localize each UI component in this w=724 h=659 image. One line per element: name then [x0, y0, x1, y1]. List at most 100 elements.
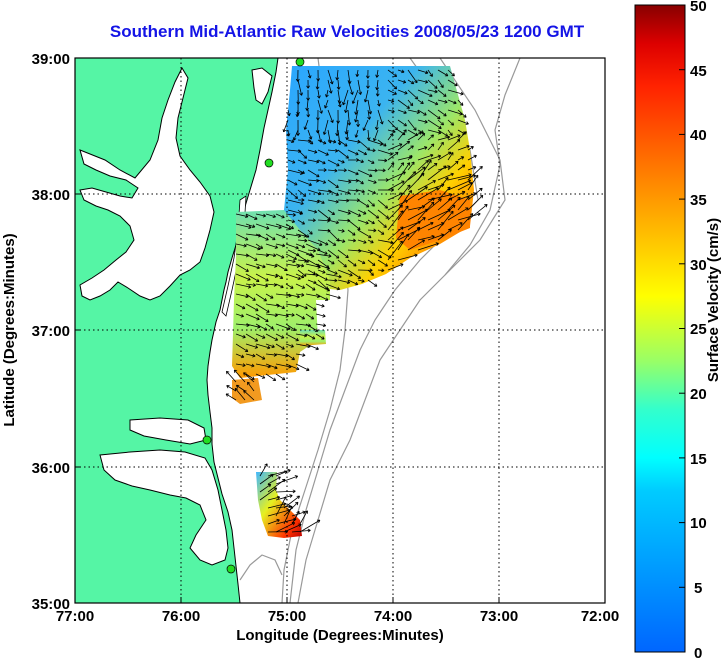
velocity-arrow: [322, 119, 329, 135]
velocity-arrow: [285, 343, 294, 348]
colorbar-tick-label: 30: [690, 257, 707, 274]
velocity-arrow: [397, 233, 410, 251]
velocity-arrow: [437, 210, 454, 231]
velocity-arrow: [327, 219, 340, 225]
velocity-arrow: [306, 79, 310, 89]
velocity-arrow: [427, 134, 434, 141]
velocity-arrow: [337, 129, 342, 146]
velocity-arrow: [337, 269, 353, 277]
velocity-arrow: [417, 89, 433, 98]
velocity-arrow: [467, 146, 474, 151]
colorbar-tick-label: 25: [690, 321, 707, 338]
velocity-arrow: [267, 502, 287, 509]
velocity-arrow: [315, 313, 326, 318]
velocity-arrow: [357, 169, 373, 178]
velocity-arrow: [397, 99, 410, 109]
velocity-arrow: [287, 189, 299, 199]
velocity-arrow: [292, 129, 299, 141]
velocity-arrow: [457, 182, 473, 191]
velocity-arrow: [347, 209, 362, 217]
colorbar-tick-label: 10: [690, 515, 707, 532]
velocity-arrow: [325, 283, 341, 291]
velocity-arrow: [447, 207, 469, 221]
velocity-arrow: [457, 99, 464, 106]
velocity-arrow: [287, 159, 296, 164]
velocity-arrow: [265, 253, 277, 258]
velocity-arrow: [275, 273, 284, 279]
velocity-arrow: [417, 79, 429, 84]
velocity-arrow: [275, 253, 285, 259]
velocity-arrow: [437, 204, 456, 221]
velocity-arrow: [245, 303, 259, 312]
velocity-arrow: [337, 179, 352, 184]
velocity-arrow: [427, 89, 438, 94]
grid-lines: [75, 58, 605, 603]
velocity-arrow: [315, 323, 327, 328]
velocity-arrow: [427, 165, 447, 181]
velocity-arrow: [457, 131, 467, 141]
velocity-arrow: [457, 109, 467, 118]
velocity-arrow: [295, 293, 305, 297]
velocity-arrow: [327, 209, 336, 216]
velocity-arrow: [305, 263, 321, 269]
station-marker: [202, 435, 212, 445]
velocity-arrow: [327, 179, 339, 188]
velocity-arrow: [287, 109, 291, 117]
velocity-arrow: [357, 149, 368, 156]
velocity-arrow: [407, 217, 426, 231]
velocity-arrow: [327, 239, 337, 246]
velocity-arrow: [315, 273, 328, 281]
velocity-arrow: [305, 343, 319, 351]
velocity-arrow: [377, 139, 387, 147]
velocity-arrow: [267, 476, 281, 485]
velocity-arrow: [265, 293, 274, 299]
velocity-arrow: [417, 201, 435, 221]
velocity-arrow: [245, 313, 260, 321]
velocity-arrow: [317, 139, 327, 145]
colorbar-tick-label: 0: [694, 645, 702, 659]
velocity-arrow: [377, 109, 384, 125]
velocity-arrow: [275, 343, 285, 350]
velocity-arrow: [275, 213, 285, 219]
velocity-arrow: [275, 496, 287, 517]
velocity-arrow: [285, 253, 297, 261]
velocity-arrow: [235, 273, 251, 281]
velocity-arrow: [437, 79, 444, 88]
velocity-arrow: [357, 79, 363, 95]
velocity-arrow: [307, 239, 323, 247]
velocity-arrow: [367, 279, 378, 287]
velocity-arrow: [295, 233, 307, 238]
velocity-arrow: [357, 189, 365, 194]
velocity-arrow: [307, 218, 316, 223]
velocity-arrow: [235, 333, 246, 339]
velocity-arrow: [327, 159, 340, 167]
velocity-arrow: [447, 119, 455, 126]
velocity-arrow: [235, 283, 252, 289]
velocity-arrow: [417, 187, 439, 201]
velocity-arrow: [285, 273, 301, 281]
velocity-field-east-strip: [396, 190, 470, 250]
velocity-arrow: [437, 99, 448, 104]
velocity-arrow: [305, 303, 317, 311]
velocity-arrow: [287, 179, 298, 186]
velocity-arrow: [317, 149, 329, 156]
velocity-arrow: [387, 180, 405, 191]
velocity-arrow: [295, 333, 308, 338]
x-tick-label: 74:00: [374, 608, 412, 625]
velocity-arrow: [367, 168, 378, 173]
velocity-arrow: [255, 353, 266, 360]
velocity-arrow: [235, 233, 249, 241]
velocity-arrow: [265, 313, 278, 318]
velocity-arrow: [255, 233, 269, 241]
velocity-arrow: [307, 269, 316, 275]
velocity-arrow: [235, 353, 245, 359]
velocity-arrow: [417, 146, 428, 151]
velocity-arrow: [315, 263, 331, 270]
colorbar-tick-label: 45: [690, 63, 707, 80]
velocity-arrow: [286, 129, 291, 137]
velocity-arrow: [307, 279, 317, 285]
velocity-arrow: [337, 168, 347, 173]
velocity-arrow: [337, 239, 346, 243]
velocity-arrow: [387, 89, 397, 95]
